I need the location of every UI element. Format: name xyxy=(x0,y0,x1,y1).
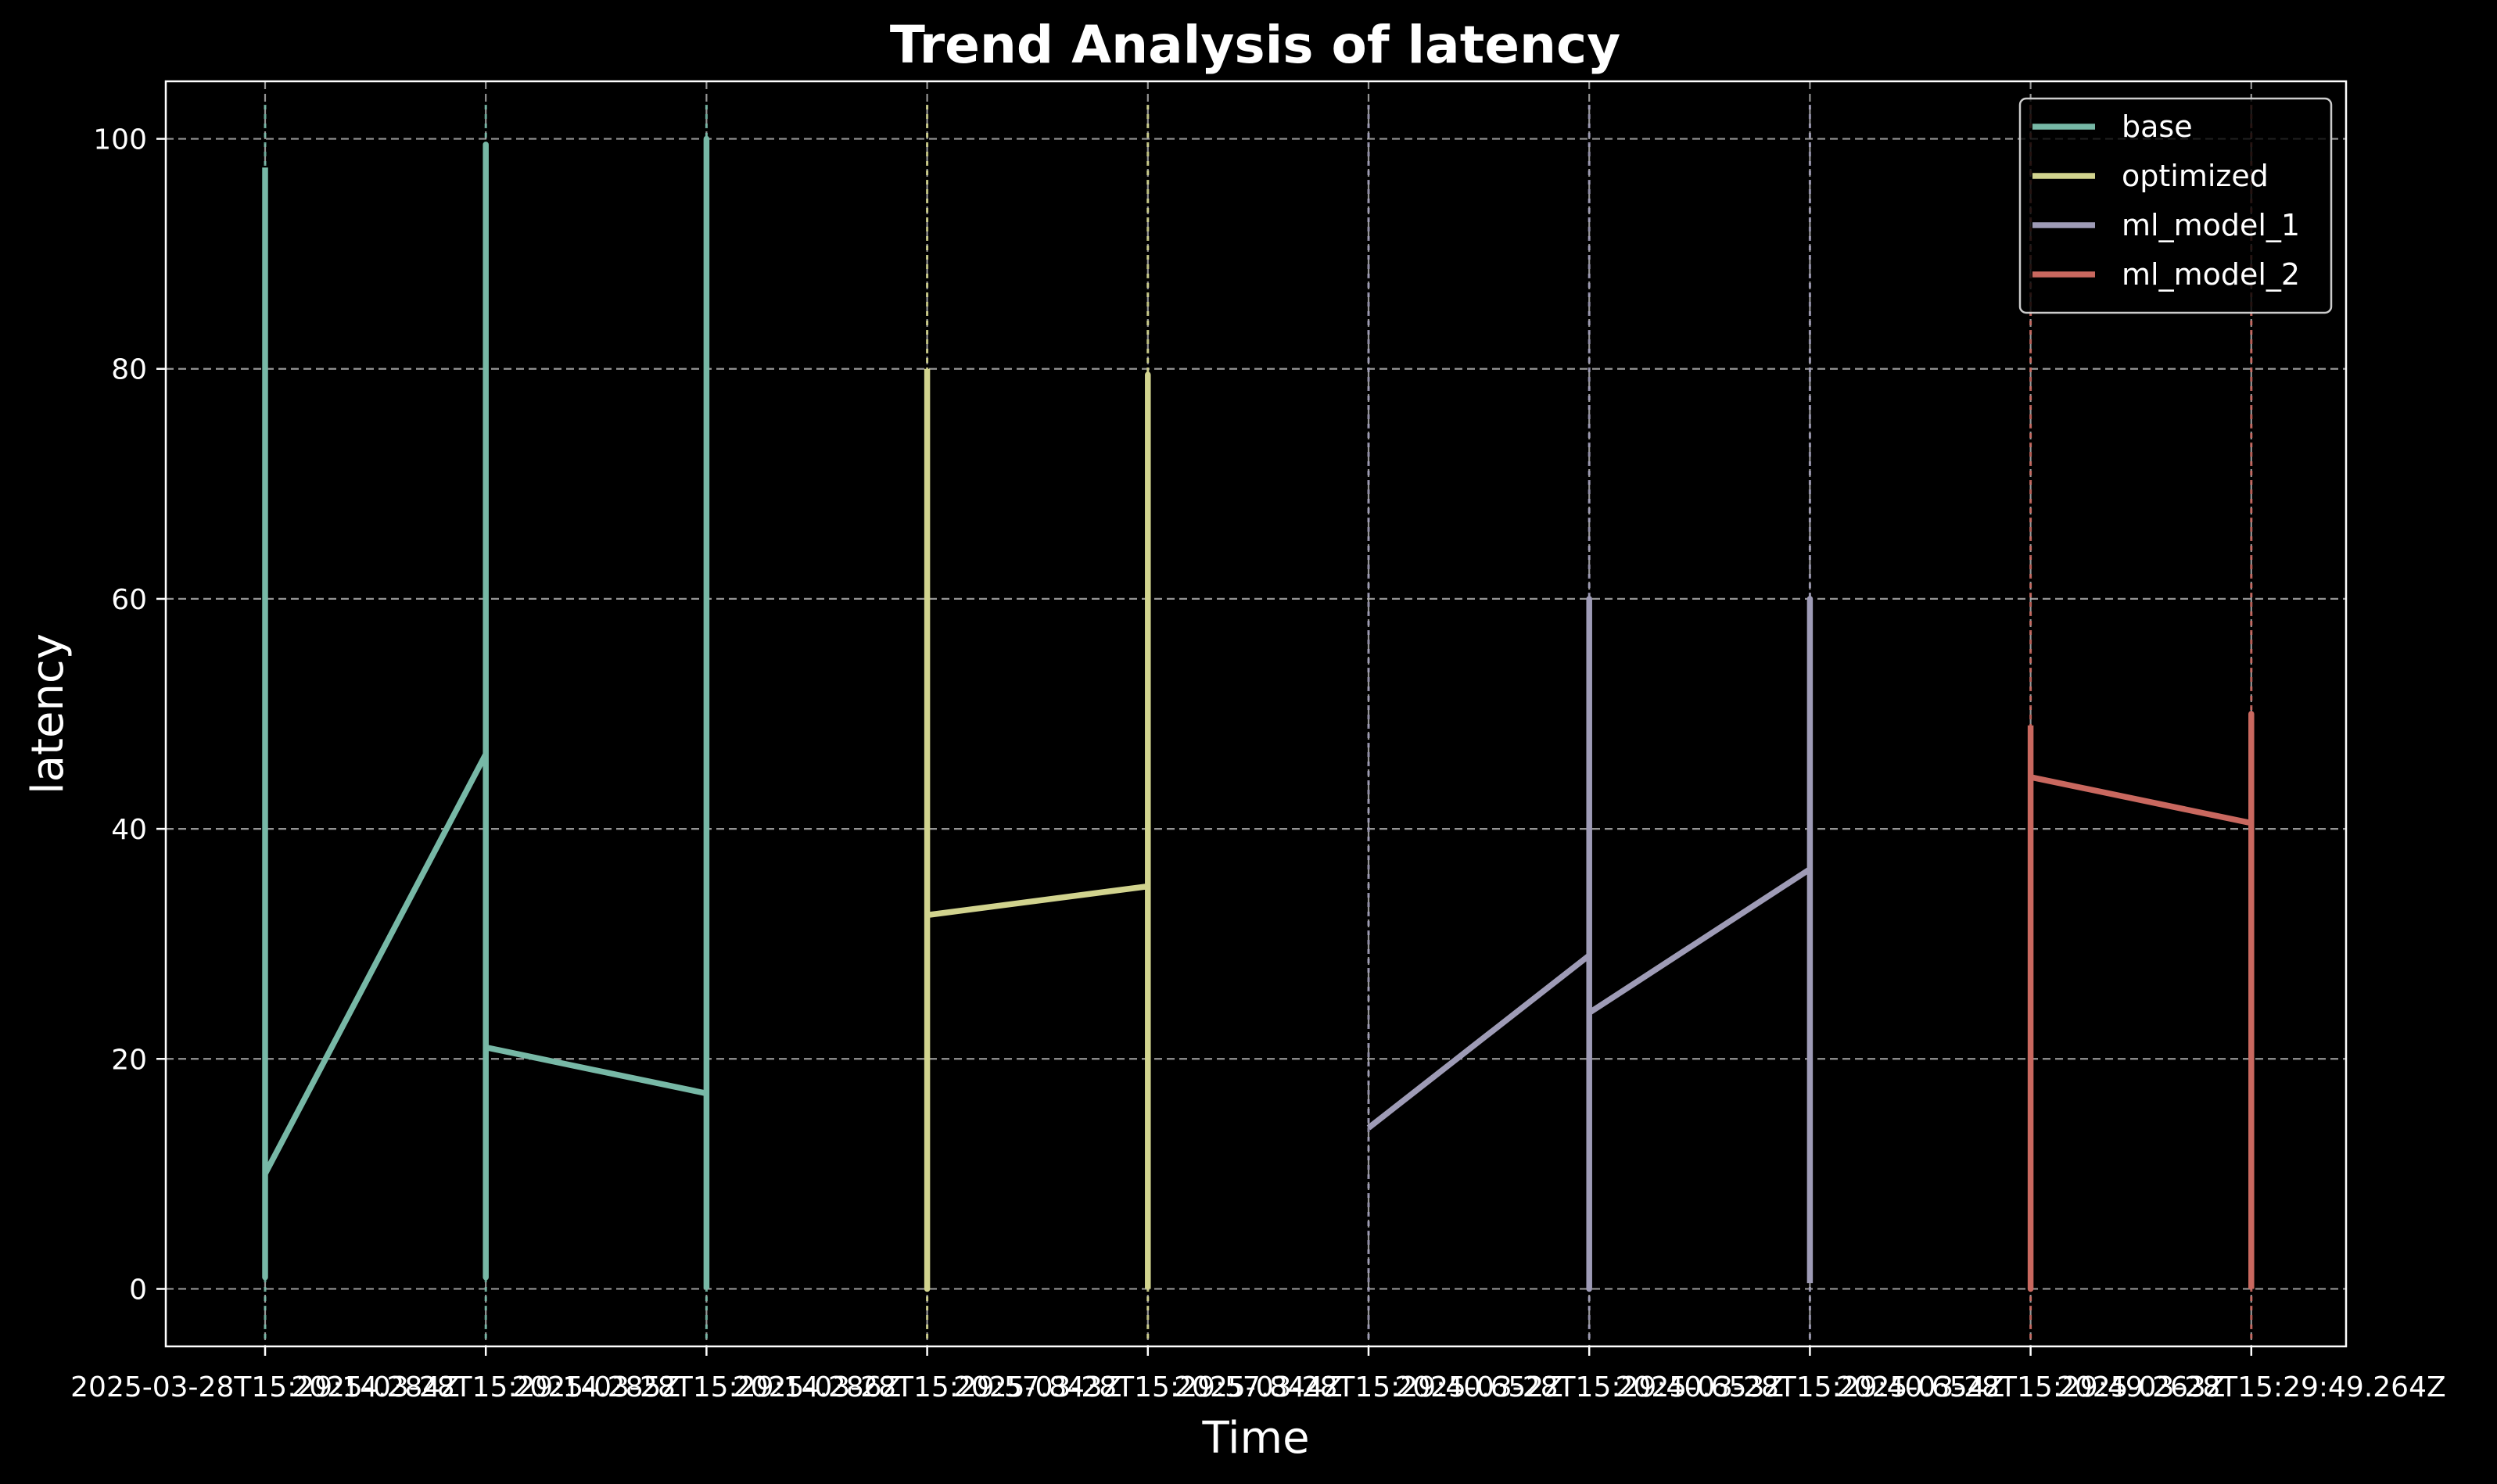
series-line-ml_model_2 xyxy=(2027,711,2255,1292)
chart-title: Trend Analysis of latency xyxy=(890,15,1620,75)
series-line-ml_model_1 xyxy=(1366,596,1814,1292)
legend-label-ml_model_2: ml_model_2 xyxy=(2122,257,2300,292)
x-tick-label: 2025-03-28T15:29:40.652Z xyxy=(1174,1371,1563,1403)
x-axis-label: Time xyxy=(1201,1413,1309,1464)
y-tick-label: 40 xyxy=(111,814,147,846)
y-tick-label: 100 xyxy=(93,124,147,156)
legend-label-optimized: optimized xyxy=(2122,159,2269,193)
x-tick-label: 2025-03-28T15:29:40.653Z xyxy=(1394,1371,1784,1403)
y-tick-label: 80 xyxy=(111,354,147,386)
legend-box xyxy=(2018,97,2333,314)
y-tick-label: 60 xyxy=(111,584,147,616)
x-tick-label: 2025-03-28T15:29:14.286Z xyxy=(512,1371,902,1403)
x-tick-label: 2025-03-28T15:29:57.844Z xyxy=(953,1371,1343,1403)
x-axis-ticks: 2025-03-28T15:29:14.284Z2025-03-28T15:29… xyxy=(70,1346,2446,1403)
y-axis-ticks: 0 20 40 60 80 100 xyxy=(93,124,166,1306)
legend-label-ml_model_1: ml_model_1 xyxy=(2122,208,2300,242)
x-tick-label: 2025-03-28T15:29:40.654Z xyxy=(1616,1371,2005,1403)
y-tick-label: 20 xyxy=(111,1044,147,1076)
series-line-base xyxy=(262,135,710,1289)
x-tick-label: 2025-03-28T15:29:14.285Z xyxy=(291,1371,680,1403)
x-tick-label: 2025-03-28T15:29:57.843Z xyxy=(733,1371,1122,1403)
series-line-optimized xyxy=(924,368,1151,1292)
series-lines xyxy=(262,135,2255,1292)
plot-frame xyxy=(164,80,2348,1348)
legend: base optimized ml_model_1 ml_model_2 xyxy=(2018,97,2333,314)
drop-lines xyxy=(264,105,2253,1339)
x-tick-label: 2025-03-28T15:29:49.264Z xyxy=(2057,1371,2446,1403)
x-tick-label: 2025-03-28T15:29:14.284Z xyxy=(70,1371,460,1403)
x-tick-label: 2025-03-28T15:29:49.263Z xyxy=(1836,1371,2226,1403)
y-tick-label: 0 xyxy=(129,1274,147,1306)
legend-label-base: base xyxy=(2122,109,2193,144)
y-axis-label: latency xyxy=(23,633,74,794)
